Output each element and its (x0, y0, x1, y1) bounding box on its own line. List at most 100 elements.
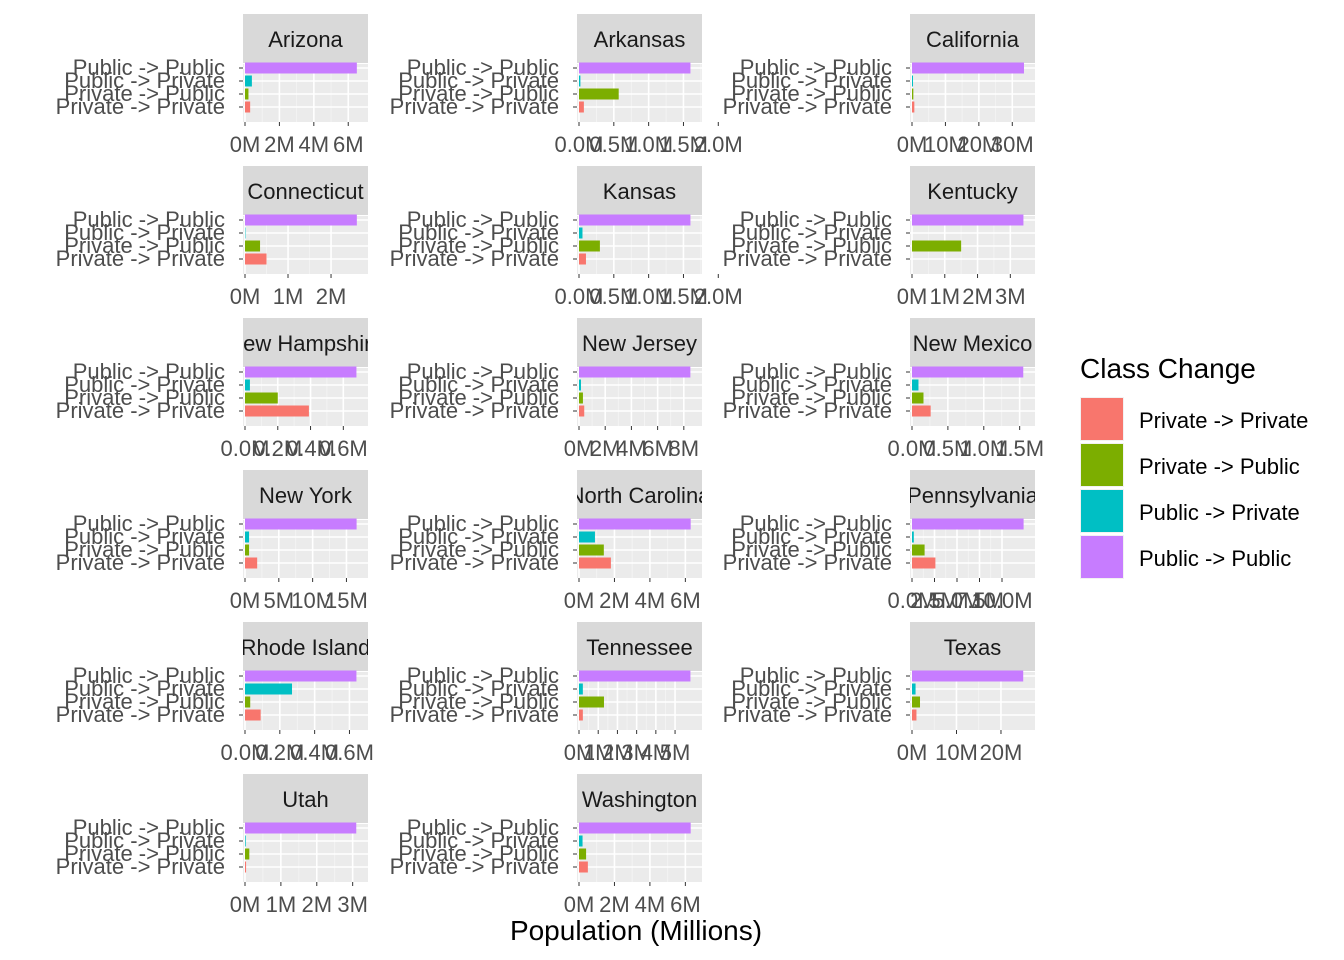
x-tick-label: 10.0M (971, 588, 1032, 613)
x-tick-label: 0M (230, 892, 261, 917)
y-tick-label: Public -> Public (407, 815, 559, 840)
y-tick-label: Private -> Public (398, 81, 559, 106)
facet-strip (910, 166, 1035, 215)
x-tick-label: 2.0M (694, 132, 743, 157)
y-tick-label: Public -> Public (407, 359, 559, 384)
y-tick-label: Public -> Private (731, 220, 892, 245)
facet-strip-label: Kentucky (927, 179, 1018, 204)
bar-public-public (912, 62, 1024, 74)
x-tick-label: 0M (564, 740, 595, 765)
facet-strip (243, 166, 368, 215)
facet-strip (243, 470, 368, 519)
y-tick-label: Public -> Private (398, 220, 559, 245)
facet-strip (577, 318, 702, 367)
y-tick-label: Public -> Public (73, 359, 225, 384)
x-tick-label: 0.0M (888, 588, 937, 613)
plot-background (577, 824, 702, 882)
bar-public-public (579, 366, 691, 378)
y-tick-label: Public -> Private (398, 524, 559, 549)
bar-public-public (245, 62, 357, 74)
legend-label: Private -> Public (1139, 454, 1300, 479)
x-tick-label: 0.0M (555, 132, 604, 157)
x-tick-label: 1M (266, 892, 297, 917)
bar-private-private (579, 253, 586, 265)
x-tick-label: 6M (670, 588, 701, 613)
y-tick-label: Public -> Public (407, 663, 559, 688)
y-tick-label: Private -> Private (723, 550, 892, 575)
y-tick-label: Public -> Private (398, 676, 559, 701)
y-tick-label: Private -> Private (56, 550, 225, 575)
bar-private-public (579, 88, 619, 100)
x-tick-label: 0.0M (221, 740, 270, 765)
plot-background (577, 368, 702, 426)
y-tick-label: Public -> Private (398, 372, 559, 397)
y-tick-label: Private -> Private (56, 854, 225, 879)
y-tick-label: Public -> Private (64, 372, 225, 397)
facet-strip (577, 14, 702, 63)
x-tick-label: 2M (301, 892, 332, 917)
bar-public-public (912, 518, 1024, 530)
x-tick-label: 1M (583, 740, 614, 765)
y-tick-label: Private -> Public (731, 689, 892, 714)
y-tick-label: Private -> Public (64, 385, 225, 410)
bar-private-public (912, 240, 962, 252)
bar-private-private (245, 253, 267, 265)
x-tick-label: 2M (599, 892, 630, 917)
facet-strip-label: Rhode Island (241, 635, 371, 660)
bar-private-public (579, 392, 583, 404)
y-tick-label: Private -> Private (56, 94, 225, 119)
plot-background (910, 64, 1035, 122)
bar-public-public (245, 518, 357, 530)
x-tick-label: 0.6M (325, 740, 374, 765)
x-tick-label: 6M (642, 436, 673, 461)
bar-private-private (245, 861, 247, 873)
y-tick-label: Private -> Private (390, 550, 559, 575)
legend-label: Public -> Public (1139, 546, 1291, 571)
bar-private-public (245, 240, 261, 252)
x-tick-label: 0M (564, 588, 595, 613)
facet-strip (910, 622, 1035, 671)
y-tick-label: Public -> Private (398, 828, 559, 853)
x-tick-label: 7.5M (955, 588, 1004, 613)
y-tick-label: Private -> Public (64, 233, 225, 258)
x-tick-label: 0M (897, 740, 928, 765)
facet-strip-label: Texas (944, 635, 1001, 660)
bar-public-private (912, 683, 916, 695)
bar-private-private (579, 709, 583, 721)
plot-background (243, 824, 368, 882)
legend-label: Private -> Private (1139, 408, 1308, 433)
x-tick-label: 0M (897, 132, 928, 157)
y-tick-label: Public -> Public (740, 207, 892, 232)
y-tick-label: Public -> Public (740, 55, 892, 80)
x-tick-label: 20M (957, 132, 1000, 157)
x-tick-label: 0M (230, 588, 261, 613)
x-tick-label: 6M (333, 132, 364, 157)
legend-key-private-private (1081, 398, 1123, 440)
x-tick-label: 1.0M (959, 436, 1008, 461)
y-tick-label: Public -> Public (73, 55, 225, 80)
facet-strip-label: Kansas (603, 179, 676, 204)
x-tick-label: 8M (669, 436, 700, 461)
y-tick-label: Public -> Private (64, 524, 225, 549)
y-tick-label: Private -> Private (723, 246, 892, 271)
y-tick-label: Private -> Private (390, 94, 559, 119)
bar-public-private (579, 531, 595, 543)
y-tick-label: Public -> Public (740, 511, 892, 536)
bar-public-private (245, 75, 252, 87)
y-tick-label: Public -> Private (731, 372, 892, 397)
x-tick-label: 1.0M (624, 284, 673, 309)
y-tick-label: Private -> Public (398, 385, 559, 410)
bar-private-private (579, 101, 584, 113)
y-tick-label: Private -> Public (64, 841, 225, 866)
bar-private-public (579, 240, 600, 252)
y-tick-label: Public -> Public (73, 815, 225, 840)
x-tick-label: 5M (264, 588, 295, 613)
y-tick-label: Private -> Private (390, 246, 559, 271)
x-tick-label: 2.5M (910, 588, 959, 613)
bar-public-public (579, 822, 691, 834)
y-tick-label: Public -> Private (64, 220, 225, 245)
